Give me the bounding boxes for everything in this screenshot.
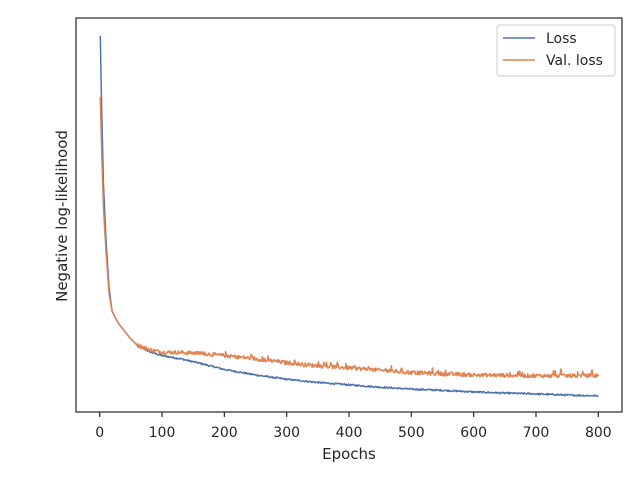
x-axis-label: Epochs: [322, 445, 376, 463]
series-line-loss: [99, 35, 599, 398]
plot-lines: [99, 35, 600, 398]
legend-label-loss: Loss: [546, 31, 577, 47]
x-axis-ticks: 0 100 200 300 400 500 600 700 800: [95, 412, 612, 441]
legend: Loss Val. loss: [496, 24, 616, 77]
y-axis-label: Negative log-likelihood: [53, 130, 71, 302]
x-tick-label: 300: [273, 425, 300, 441]
x-tick-label: 200: [211, 425, 238, 441]
legend-label-val-loss: Val. loss: [546, 53, 603, 69]
x-tick-label: 500: [398, 425, 425, 441]
x-tick-label: 600: [460, 425, 487, 441]
series-line-val-loss: [99, 96, 600, 379]
x-tick-label: 100: [149, 425, 176, 441]
x-tick-label: 0: [95, 425, 104, 441]
x-tick-label: 700: [523, 425, 550, 441]
x-tick-label: 400: [336, 425, 363, 441]
x-tick-label: 800: [585, 425, 612, 441]
